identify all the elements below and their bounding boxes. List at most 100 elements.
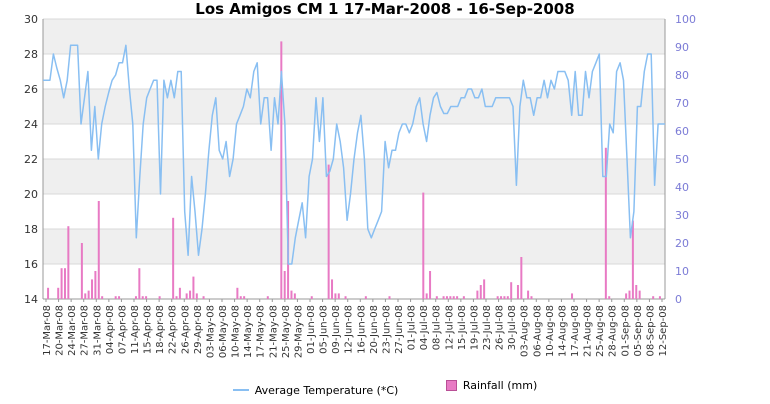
x-tick-label: 29-May-08 <box>293 305 304 358</box>
x-tick-label: 25-May-08 <box>281 305 292 358</box>
rainfall-bar <box>476 290 479 299</box>
rainfall-bar <box>506 296 509 299</box>
y-right-tick-label: 20 <box>675 237 689 250</box>
rainfall-bar <box>293 293 296 299</box>
rainfall-bar <box>185 293 188 299</box>
x-tick-label: 10-May-08 <box>231 305 242 358</box>
rainfall-bar <box>462 296 465 299</box>
y-right-tick-label: 70 <box>675 97 689 110</box>
rainfall-bar <box>452 296 455 299</box>
x-tick-label: 25-Aug-08 <box>595 305 606 357</box>
rainfall-bar <box>530 296 533 299</box>
rainfall-bar <box>527 290 530 299</box>
legend-swatch-temperature <box>232 389 249 391</box>
rainfall-bar <box>134 296 137 299</box>
y-left-tick-label: 22 <box>24 153 38 166</box>
y-left-tick-label: 24 <box>24 118 38 131</box>
x-tick-label: 23-Jun-08 <box>381 305 392 354</box>
x-tick-label: 23-Jul-08 <box>482 305 493 350</box>
rainfall-bar <box>334 293 337 299</box>
x-tick-label: 17-May-08 <box>256 305 267 358</box>
rainfall-bar <box>172 217 175 299</box>
x-tick-label: 05-Sep-08 <box>633 305 644 357</box>
rainfall-bar <box>80 243 83 299</box>
y-right-tick-label: 60 <box>675 125 689 138</box>
rainfall-bar <box>479 285 482 299</box>
rainfall-bar <box>456 296 459 299</box>
rainfall-bar <box>94 271 97 299</box>
rainfall-bar <box>483 279 486 299</box>
x-tick-label: 15-Apr-08 <box>143 305 154 354</box>
rainfall-bar <box>280 41 283 300</box>
rainfall-bar <box>63 268 66 299</box>
y-right-tick-label: 30 <box>675 209 689 222</box>
x-tick-label: 18-Apr-08 <box>155 305 166 354</box>
x-tick-label: 03-May-08 <box>205 305 216 358</box>
rainfall-bar <box>500 296 503 299</box>
x-tick-label: 27-Mar-08 <box>80 305 91 356</box>
rainfall-bar <box>503 296 506 299</box>
x-tick-label: 01-Jun-08 <box>306 305 317 354</box>
y-right-tick-label: 50 <box>675 153 689 166</box>
rainfall-bar <box>625 293 628 299</box>
rainfall-bar <box>91 279 94 299</box>
rainfall-bar <box>202 296 205 299</box>
rainfall-bar <box>628 290 631 299</box>
rainfall-bar <box>67 226 70 299</box>
x-tick-label: 12-Jun-08 <box>344 305 355 354</box>
grid-band <box>43 89 665 124</box>
rainfall-bar <box>141 296 144 299</box>
rainfall-bar <box>658 296 661 299</box>
legend-swatch-rainfall <box>445 380 457 391</box>
rainfall-bar <box>638 290 641 299</box>
x-tick-label: 26-Jul-08 <box>495 305 506 350</box>
rainfall-bar <box>608 296 611 299</box>
x-tick-label: 17-Mar-08 <box>42 305 53 356</box>
y-left-tick-label: 16 <box>24 258 38 271</box>
rainfall-bar <box>266 296 269 299</box>
rainfall-bar <box>118 296 121 299</box>
rainfall-bar <box>60 268 63 299</box>
rainfall-bar <box>189 290 192 299</box>
rainfall-bar <box>175 296 178 299</box>
x-tick-label: 15-Jul-08 <box>457 305 468 350</box>
rainfall-bar <box>331 279 334 299</box>
x-tick-label: 22-Apr-08 <box>168 305 179 354</box>
rainfall-bar <box>425 293 428 299</box>
y-right-tick-label: 100 <box>675 13 696 26</box>
x-tick-label: 31-Mar-08 <box>92 305 103 356</box>
rainfall-bar <box>510 282 513 299</box>
y-right-tick-label: 90 <box>675 41 689 54</box>
grid-band <box>43 229 665 264</box>
rainfall-bar <box>520 257 523 299</box>
rainfall-bar <box>101 296 104 299</box>
y-right-tick-label: 0 <box>675 293 682 306</box>
x-tick-label: 21-Aug-08 <box>583 305 594 357</box>
x-tick-label: 26-Apr-08 <box>180 305 191 354</box>
x-tick-label: 08-Jul-08 <box>432 305 443 350</box>
x-tick-label: 24-Mar-08 <box>67 305 78 356</box>
rainfall-bar <box>496 296 499 299</box>
rainfall-bar <box>516 285 519 299</box>
rainfall-bar <box>364 296 367 299</box>
rainfall-bar <box>283 271 286 299</box>
rainfall-bar <box>138 268 141 299</box>
y-left-tick-label: 28 <box>24 48 38 61</box>
x-tick-label: 03-Aug-08 <box>520 305 531 357</box>
rainfall-bar <box>635 285 638 299</box>
rainfall-bar <box>604 147 607 299</box>
y-left-tick-label: 18 <box>24 223 38 236</box>
x-tick-label: 27-Jun-08 <box>394 305 405 354</box>
rainfall-bar <box>435 296 438 299</box>
x-tick-label: 04-Jul-08 <box>419 305 430 350</box>
rainfall-bar <box>239 296 242 299</box>
y-left-tick-label: 20 <box>24 188 38 201</box>
y-left-tick-label: 30 <box>24 13 38 26</box>
rainfall-bar <box>429 271 432 299</box>
x-tick-label: 06-Aug-08 <box>532 305 543 357</box>
y-right-tick-label: 10 <box>675 265 689 278</box>
x-tick-label: 20-Jun-08 <box>369 305 380 354</box>
rainfall-bar <box>178 287 181 299</box>
